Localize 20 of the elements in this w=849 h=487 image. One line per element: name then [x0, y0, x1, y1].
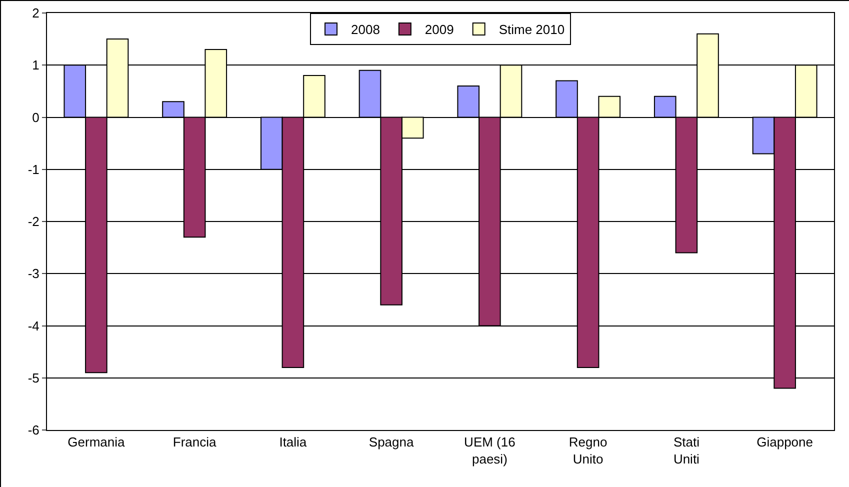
x-tick-label: Germania	[68, 434, 126, 450]
y-tick-label: -1	[28, 162, 40, 177]
y-tick-label: -3	[28, 266, 40, 282]
y-tick-label: 0	[32, 110, 40, 125]
x-tick-label: Spagna	[368, 434, 414, 450]
y-tick-label: -5	[28, 370, 40, 386]
y-tick-label: 1	[32, 58, 40, 73]
x-tick-label: Giappone	[756, 434, 814, 450]
x-tick-label: Regno Unito	[568, 434, 608, 466]
x-tick-label: Italia	[279, 434, 308, 450]
legend-label: Stime 2010	[498, 22, 565, 38]
x-tick-label: Stati Uniti	[673, 434, 700, 466]
y-tick-label: -6	[28, 422, 40, 438]
legend-label: 2008	[351, 22, 380, 38]
legend-label: 2009	[424, 22, 454, 38]
y-tick-label: 2	[32, 6, 40, 21]
x-tick-label: UEM (16 paesi)	[464, 434, 516, 466]
x-tick-label: Francia	[172, 434, 217, 450]
y-tick-label: -2	[28, 214, 40, 230]
y-tick-label: -4	[28, 318, 40, 334]
